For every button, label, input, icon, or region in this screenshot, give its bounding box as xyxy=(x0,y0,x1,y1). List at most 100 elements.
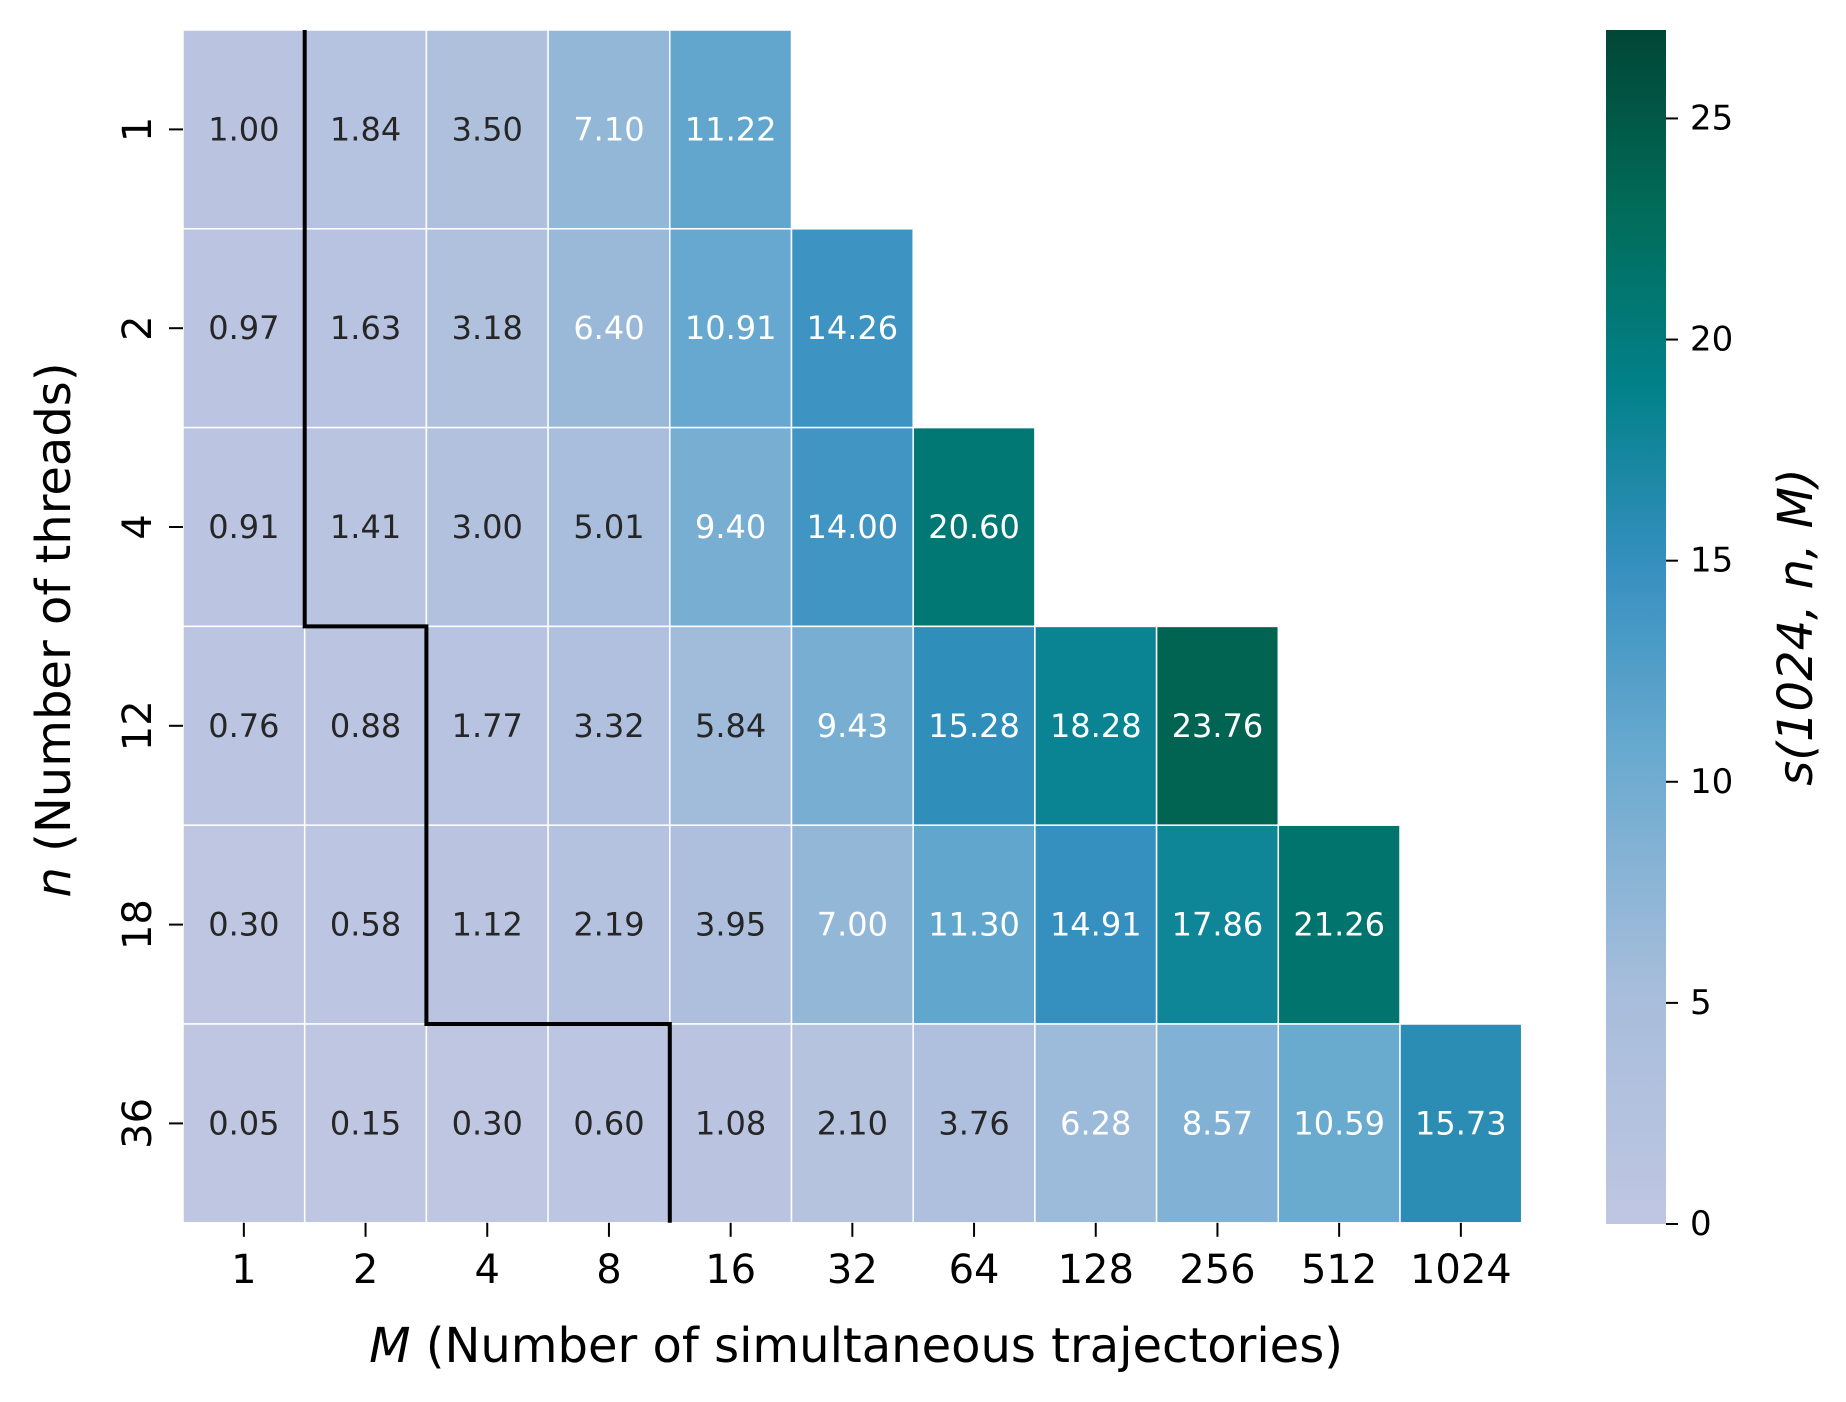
cell-value-label: 0.91 xyxy=(208,508,279,546)
cell-value-label: 3.18 xyxy=(452,309,523,347)
heatmap-cells xyxy=(182,29,1523,1224)
x-tick-label: 1 xyxy=(231,1247,256,1293)
cell-value-label: 3.95 xyxy=(695,906,766,944)
cell-value-label: 3.32 xyxy=(573,707,644,745)
cell-value-label: 14.26 xyxy=(807,309,899,347)
cell-value-label: 2.10 xyxy=(817,1104,888,1142)
heatmap-cell xyxy=(303,625,428,826)
heatmap-cell xyxy=(425,426,549,628)
y-tick-label: 18 xyxy=(115,899,161,950)
heatmap-cell xyxy=(790,426,914,628)
cell-value-label: 17.86 xyxy=(1172,906,1264,944)
cell-value-label: 3.76 xyxy=(938,1104,1009,1142)
x-axis-label: M (Number of simultaneous trajectories) xyxy=(369,1318,1343,1374)
y-tick-label: 36 xyxy=(115,1098,161,1149)
colorbar-ticks: 0 5 10 15 20 25 xyxy=(1666,98,1733,1244)
cell-value-label: 15.73 xyxy=(1415,1104,1507,1142)
heatmap-cell xyxy=(1399,1023,1523,1224)
x-tick-label: 32 xyxy=(827,1247,878,1293)
cell-value-label: 20.60 xyxy=(928,508,1020,546)
cell-value-label: 14.91 xyxy=(1050,906,1142,944)
x-axis-label-var: M xyxy=(369,1318,410,1374)
heatmap-cell xyxy=(912,426,1036,628)
colorbar-tick-label: 0 xyxy=(1690,1204,1712,1244)
cell-value-label: 3.50 xyxy=(452,110,523,148)
cell-value-label: 18.28 xyxy=(1050,707,1142,745)
cell-value-label: 0.30 xyxy=(208,906,279,944)
x-tick-label: 512 xyxy=(1301,1247,1377,1293)
y-tick-label: 1 xyxy=(115,117,161,142)
heatmap-cell xyxy=(425,29,549,230)
cell-value-label: 0.76 xyxy=(208,707,279,745)
x-tick-label: 2 xyxy=(353,1247,378,1293)
cell-value-label: 23.76 xyxy=(1172,707,1264,745)
heatmap-cell xyxy=(790,228,914,429)
cell-value-label: 6.28 xyxy=(1060,1104,1131,1142)
x-tick-label: 256 xyxy=(1179,1247,1255,1293)
colorbar-tick-label: 10 xyxy=(1690,762,1733,802)
colorbar-gradient xyxy=(1606,30,1666,1224)
x-tick-label: 16 xyxy=(705,1247,756,1293)
cell-value-label: 21.26 xyxy=(1293,906,1385,944)
heatmap-cell xyxy=(425,228,549,429)
heatmap-cell xyxy=(303,29,428,230)
cell-value-label: 6.40 xyxy=(573,309,644,347)
heatmap-cell xyxy=(547,29,671,230)
cell-value-label: 0.05 xyxy=(208,1104,279,1142)
cell-value-label: 0.60 xyxy=(573,1104,644,1142)
cell-value-label: 9.43 xyxy=(817,707,888,745)
boundary-line-path xyxy=(302,30,672,1223)
cell-value-label: 10.91 xyxy=(685,309,777,347)
x-tick-label: 8 xyxy=(596,1247,621,1293)
heatmap-cell xyxy=(182,625,306,826)
heatmap-cell xyxy=(669,625,793,826)
cell-value-label: 7.10 xyxy=(573,110,644,148)
heatmap-cell xyxy=(1034,1023,1158,1224)
x-tick-label: 64 xyxy=(949,1247,1000,1293)
heatmap-cell xyxy=(425,1023,549,1224)
cell-value-label: 9.40 xyxy=(695,508,766,546)
cell-value-label: 0.30 xyxy=(452,1104,523,1142)
heatmap-cell-labels: 1.00 1.84 3.50 7.10 11.22 0.97 1.63 3.18 6.40 10.… xyxy=(208,110,1506,1142)
heatmap-cell xyxy=(1277,1023,1401,1224)
cell-value-label: 2.19 xyxy=(573,906,644,944)
heatmap-cell xyxy=(182,1023,306,1224)
heatmap-cell xyxy=(182,228,306,429)
heatmap-cell xyxy=(547,824,671,1025)
y-axis-label-text: (Number of threads) xyxy=(26,362,82,867)
cell-value-label: 1.00 xyxy=(208,110,279,148)
heatmap-cell xyxy=(912,625,1036,826)
heatmap-cell xyxy=(1277,824,1401,1025)
colorbar-label: s(1024, n, M) xyxy=(1768,468,1824,785)
cell-value-label: 1.77 xyxy=(452,707,523,745)
x-axis-label-text: (Number of simultaneous trajectories) xyxy=(410,1318,1342,1374)
heatmap-cell xyxy=(425,625,549,826)
cell-value-label: 1.41 xyxy=(330,508,401,546)
heatmap-cell xyxy=(1155,824,1280,1025)
cell-value-label: 8.57 xyxy=(1182,1104,1253,1142)
x-tick-label: 128 xyxy=(1058,1247,1134,1293)
cell-value-label: 0.88 xyxy=(330,707,401,745)
y-tick-label: 4 xyxy=(115,514,161,539)
cell-value-label: 5.84 xyxy=(695,707,766,745)
heatmap-cell xyxy=(303,824,428,1025)
cell-value-label: 14.00 xyxy=(807,508,899,546)
heatmap-cell xyxy=(1034,824,1158,1025)
cell-value-label: 1.12 xyxy=(452,906,523,944)
heatmap-cell xyxy=(669,228,793,429)
cell-value-label: 11.30 xyxy=(928,906,1020,944)
cell-value-label: 7.00 xyxy=(817,906,888,944)
heatmap-cell xyxy=(547,625,671,826)
heatmap-cell xyxy=(669,426,793,628)
heatmap-cell xyxy=(303,426,428,628)
heatmap-cell xyxy=(182,824,306,1025)
heatmap-cell xyxy=(1155,625,1280,826)
heatmap-cell xyxy=(303,1023,428,1224)
cell-value-label: 1.08 xyxy=(695,1104,766,1142)
heatmap-cell xyxy=(669,29,793,230)
cell-value-label: 10.59 xyxy=(1293,1104,1385,1142)
heatmap-cell xyxy=(182,29,306,230)
heatmap-cell xyxy=(547,426,671,628)
y-tick-label: 2 xyxy=(115,315,161,340)
